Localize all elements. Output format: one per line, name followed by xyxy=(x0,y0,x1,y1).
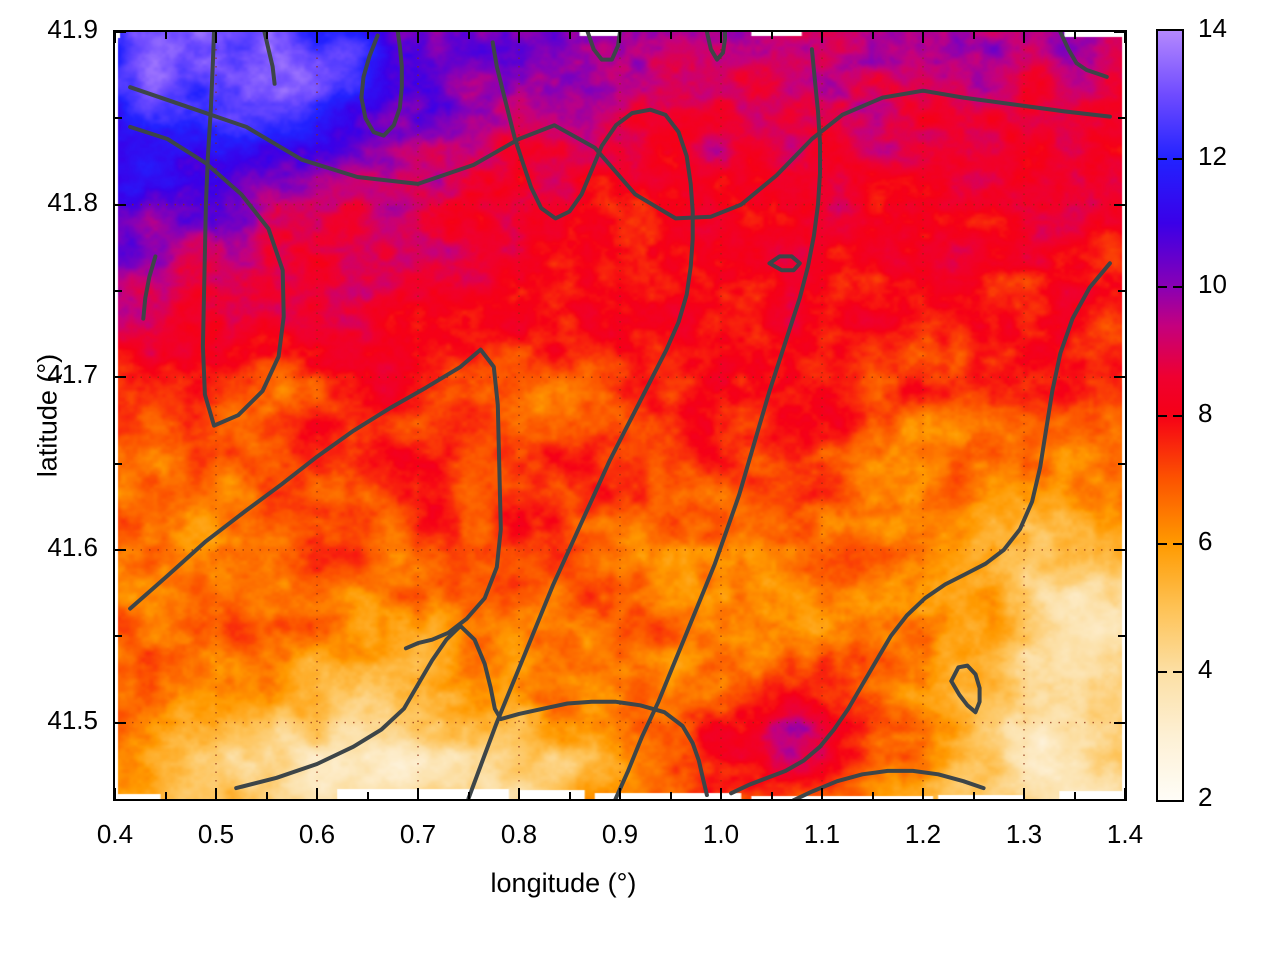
colorbar-tick xyxy=(1173,286,1182,289)
x-axis-tick-major xyxy=(316,788,318,799)
colorbar-tick-label: 14 xyxy=(1198,13,1227,43)
x-axis-tick-minor xyxy=(265,792,268,799)
colorbar-tick xyxy=(1158,158,1167,161)
x-axis-tick-minor-top xyxy=(164,32,167,39)
x-axis-tick-minor xyxy=(770,792,773,799)
x-axis-tick-minor-top xyxy=(972,32,975,39)
x-axis-tick-label: 1.4 xyxy=(1106,819,1144,849)
y-axis-tick-label: 41.8 xyxy=(47,186,98,217)
y-axis-tick-major xyxy=(115,203,126,206)
colorbar-tick xyxy=(1158,542,1167,545)
y-axis-tick-minor-right xyxy=(1118,117,1125,120)
y-axis-tick-major xyxy=(115,31,126,33)
x-axis-tick-minor-top xyxy=(568,32,571,39)
x-axis-tick-major xyxy=(821,788,823,799)
y-axis-tick-minor-right xyxy=(1118,635,1125,638)
colorbar-tick-label: 8 xyxy=(1198,397,1213,428)
colorbar-tick-label: 4 xyxy=(1198,653,1213,684)
y-axis-tick-minor xyxy=(115,117,122,120)
x-axis-tick-major xyxy=(1124,788,1126,799)
x-axis-tick-minor xyxy=(972,792,975,799)
x-axis-tick-major-top xyxy=(114,32,116,43)
heatmap-plot-area xyxy=(113,30,1127,801)
colorbar-tick xyxy=(1158,286,1167,289)
x-axis-tick-label: 0.6 xyxy=(298,819,336,849)
x-axis-tick-label: 0.4 xyxy=(96,819,134,849)
x-axis-tick-label: 0.9 xyxy=(601,819,639,849)
x-axis-tick-minor xyxy=(164,792,167,799)
x-axis-tick-major xyxy=(922,788,924,799)
colorbar-tick xyxy=(1158,670,1167,673)
x-axis-tick-major-top xyxy=(316,32,318,43)
y-axis-tick-label: 41.6 xyxy=(47,531,98,562)
x-axis-tick-minor xyxy=(669,792,672,799)
colorbar-tick-label: 12 xyxy=(1198,141,1227,172)
grid-lines xyxy=(115,32,1125,799)
x-axis-tick-major-top xyxy=(1023,32,1025,43)
x-axis-tick-major xyxy=(720,788,722,799)
y-axis-tick-minor-right xyxy=(1118,289,1125,292)
x-axis-tick-major xyxy=(417,788,419,799)
x-axis-tick-major xyxy=(619,788,621,799)
y-axis-tick-label: 41.7 xyxy=(47,359,98,390)
y-axis-tick-label: 41.9 xyxy=(47,14,98,44)
y-axis-tick-minor xyxy=(115,635,122,638)
x-axis-tick-minor-top xyxy=(366,32,369,39)
x-axis-tick-major-top xyxy=(821,32,823,43)
y-axis-tick-major-right xyxy=(1114,721,1125,724)
x-axis-tick-label: 1.2 xyxy=(904,819,942,849)
colorbar-tick xyxy=(1158,414,1167,417)
x-axis-tick-major-top xyxy=(619,32,621,43)
x-axis-tick-major-top xyxy=(922,32,924,43)
contour-lines xyxy=(128,32,1112,799)
y-axis-tick-major xyxy=(115,548,126,551)
colorbar-tick-label: 10 xyxy=(1198,269,1227,300)
x-axis-tick-label: 1.3 xyxy=(1005,819,1043,849)
y-axis-tick-major-right xyxy=(1114,376,1125,379)
y-axis-tick-major xyxy=(115,376,126,379)
x-axis-tick-minor-top xyxy=(770,32,773,39)
x-axis-title: longitude (°) xyxy=(490,868,637,898)
y-axis-tick-major xyxy=(115,721,126,724)
x-axis-tick-major xyxy=(114,788,116,799)
x-axis-tick-minor-top xyxy=(265,32,268,39)
x-axis-tick-label: 0.7 xyxy=(399,819,437,849)
colorbar-tick xyxy=(1173,542,1182,545)
colorbar-tick xyxy=(1173,670,1182,673)
y-axis-tick-label: 41.5 xyxy=(47,704,98,735)
x-axis-tick-minor-top xyxy=(467,32,470,39)
x-axis-tick-minor xyxy=(467,792,470,799)
y-axis-tick-minor-right xyxy=(1118,462,1125,465)
x-axis-tick-major-top xyxy=(720,32,722,43)
y-axis-tick-major-right xyxy=(1114,548,1125,551)
colorbar-tick xyxy=(1173,414,1182,417)
x-axis-tick-major-top xyxy=(215,32,217,43)
y-axis-tick-minor xyxy=(115,462,122,465)
x-axis-tick-major-top xyxy=(518,32,520,43)
y-axis-tick-major-right xyxy=(1114,31,1125,33)
x-axis-tick-minor xyxy=(1073,792,1076,799)
x-axis-tick-minor xyxy=(366,792,369,799)
x-axis-tick-major-top xyxy=(1124,32,1126,43)
x-axis-tick-major-top xyxy=(417,32,419,43)
x-axis-tick-minor xyxy=(568,792,571,799)
x-axis-tick-minor-top xyxy=(669,32,672,39)
y-axis-tick-minor xyxy=(115,289,122,292)
y-axis-title: latitude (°) xyxy=(32,353,63,478)
x-axis-tick-label: 0.5 xyxy=(197,819,235,849)
x-axis-tick-minor xyxy=(871,792,874,799)
x-axis-tick-major xyxy=(215,788,217,799)
x-axis-tick-major xyxy=(1023,788,1025,799)
x-axis-tick-label: 1.0 xyxy=(702,819,740,849)
x-axis-tick-label: 1.1 xyxy=(803,819,841,849)
x-axis-tick-label: 0.8 xyxy=(500,819,538,849)
x-axis-tick-major xyxy=(518,788,520,799)
colorbar-tick-label: 2 xyxy=(1198,782,1213,812)
colorbar-tick xyxy=(1173,158,1182,161)
x-axis-tick-minor-top xyxy=(1073,32,1076,39)
x-axis-tick-minor-top xyxy=(871,32,874,39)
colorbar-tick-label: 6 xyxy=(1198,525,1213,556)
y-axis-tick-major-right xyxy=(1114,203,1125,206)
